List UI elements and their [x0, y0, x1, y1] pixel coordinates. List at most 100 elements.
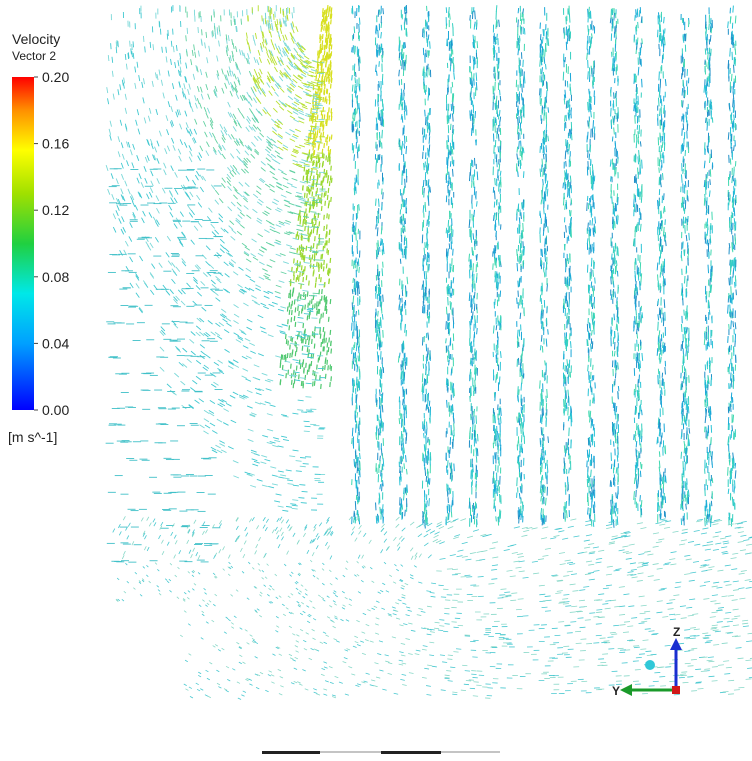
vector [548, 226, 549, 232]
vector [541, 476, 542, 483]
vector [662, 500, 663, 509]
vector [594, 66, 595, 74]
vector [380, 484, 381, 489]
vector [729, 364, 730, 369]
vector [306, 170, 307, 175]
vector [731, 222, 732, 229]
vector [306, 339, 307, 344]
vector [729, 243, 730, 248]
vector [376, 250, 377, 257]
vector [304, 292, 305, 297]
vector [542, 498, 543, 505]
vector [359, 267, 360, 273]
vector [495, 506, 496, 512]
vector [661, 387, 662, 394]
vector [496, 260, 497, 268]
vector [377, 25, 378, 31]
vector [495, 82, 496, 91]
vector [636, 480, 637, 489]
vector [642, 38, 643, 44]
vector [357, 287, 358, 296]
vector [477, 513, 478, 518]
vector [660, 33, 661, 41]
vector [687, 124, 688, 131]
vector [660, 108, 661, 116]
vector [546, 174, 547, 182]
vector [327, 195, 328, 200]
vector [356, 421, 357, 429]
vector [322, 34, 323, 39]
vector [735, 470, 736, 478]
vector [565, 150, 566, 159]
vector [469, 254, 470, 262]
vector [542, 37, 543, 44]
vector [452, 442, 453, 449]
vector [451, 104, 452, 111]
vector [588, 223, 589, 232]
vector [592, 218, 593, 225]
vector [449, 360, 450, 366]
vector [496, 38, 497, 44]
vector [306, 214, 307, 219]
vector [519, 217, 520, 224]
vector [684, 198, 685, 204]
vector [685, 481, 686, 490]
vector [292, 267, 293, 272]
vector [355, 77, 356, 83]
vector [707, 172, 708, 178]
vector [323, 161, 324, 166]
vector [297, 275, 298, 280]
vector [327, 240, 328, 245]
vector [331, 44, 332, 49]
vector [587, 202, 588, 211]
vector [664, 299, 665, 308]
vector [685, 181, 686, 188]
vector [681, 288, 682, 295]
vector [357, 108, 358, 113]
vector [429, 264, 430, 271]
vector [328, 188, 329, 193]
vector [730, 305, 731, 314]
vector [591, 104, 592, 110]
vector [642, 312, 643, 318]
vector [404, 7, 405, 14]
vector [501, 408, 502, 416]
vector [429, 418, 430, 424]
vector [301, 244, 302, 249]
vector [705, 518, 706, 527]
vector [618, 332, 619, 341]
vector [569, 14, 570, 22]
vector [571, 210, 572, 216]
vector [540, 169, 541, 177]
vector [634, 478, 635, 484]
vector [292, 301, 293, 306]
vector [301, 381, 302, 386]
vector [709, 190, 710, 196]
vector [544, 167, 545, 175]
vector [590, 229, 591, 237]
vector [323, 97, 324, 102]
vector [450, 13, 451, 19]
vector [661, 513, 662, 518]
vector [327, 99, 328, 104]
vector [735, 463, 736, 469]
vector [475, 319, 476, 328]
vector [729, 278, 730, 286]
vector [323, 246, 324, 251]
vector [658, 424, 659, 429]
vector [593, 120, 594, 129]
vector [402, 219, 403, 225]
vector [683, 18, 684, 25]
vector [303, 323, 304, 328]
vector [689, 233, 690, 240]
vector [317, 244, 318, 249]
vector [312, 299, 313, 304]
vector [475, 438, 476, 443]
vector [329, 238, 330, 243]
vector [567, 313, 568, 319]
vector [565, 204, 566, 210]
vector [495, 257, 496, 265]
vector [545, 374, 546, 380]
vector [660, 312, 661, 318]
vector [595, 217, 596, 224]
